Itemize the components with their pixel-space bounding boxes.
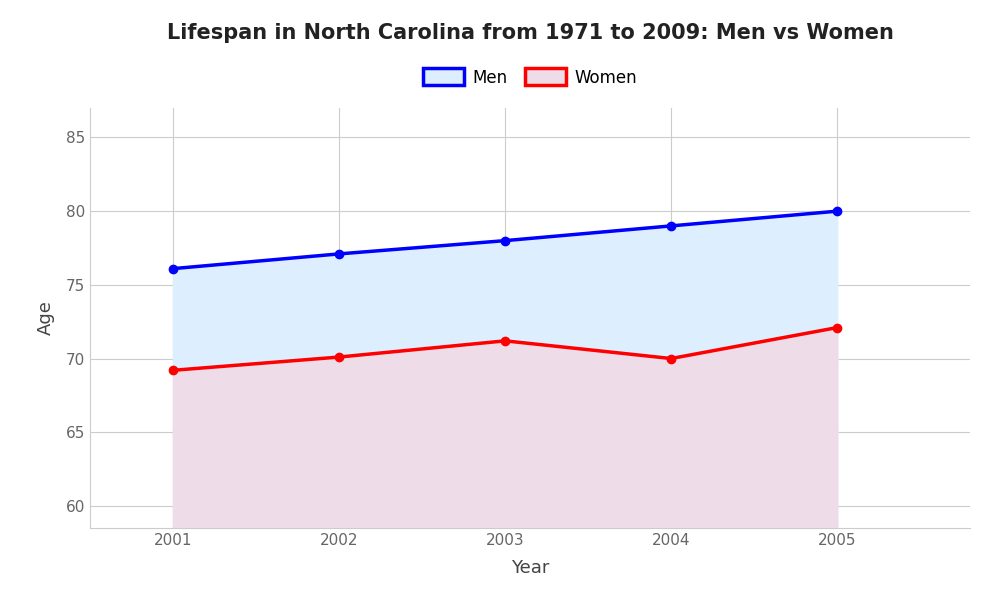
Legend: Men, Women: Men, Women	[416, 62, 644, 93]
Y-axis label: Age: Age	[37, 301, 55, 335]
X-axis label: Year: Year	[511, 559, 549, 577]
Title: Lifespan in North Carolina from 1971 to 2009: Men vs Women: Lifespan in North Carolina from 1971 to …	[167, 23, 893, 43]
